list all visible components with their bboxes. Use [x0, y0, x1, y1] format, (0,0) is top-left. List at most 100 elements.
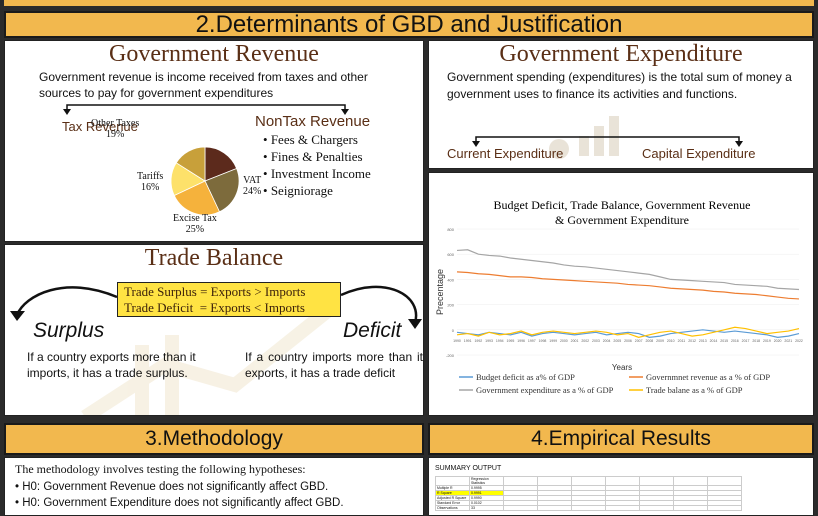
x-tick-label: 2004 — [603, 339, 611, 343]
nontax-item: Seigniorage — [263, 182, 371, 199]
expenditure-description: Government spending (expenditures) is th… — [447, 70, 792, 101]
y-tick-label: -200 — [446, 353, 455, 358]
hypothesis-item: H0: Government Revenue does not signific… — [15, 479, 413, 495]
methodology-panel: The methodology involves testing the fol… — [4, 457, 424, 516]
nontax-revenue-heading: NonTax Revenue — [255, 113, 371, 130]
x-tick-label: 1992 — [474, 339, 482, 343]
x-tick-label: 2003 — [592, 339, 600, 343]
expenditure-connector-lines — [472, 116, 743, 159]
revenue-panel: Government Revenue Government revenue is… — [4, 40, 424, 242]
chart-title: & Government Expenditure — [555, 213, 689, 227]
series-line — [456, 271, 800, 300]
x-tick-label: 1995 — [507, 339, 515, 343]
trade-background — [10, 285, 422, 415]
trade-definition-box: Trade Surplus = Exports > Imports Trade … — [117, 282, 341, 317]
x-tick-label: 2005 — [613, 339, 621, 343]
trade-balance-title: Trade Balance — [144, 245, 284, 271]
x-tick-label: 2021 — [784, 339, 792, 343]
x-tick-label: 1998 — [539, 339, 547, 343]
top-strip-bar — [4, 0, 814, 6]
regression-table-header — [435, 476, 470, 486]
pie-label-tariffs: Tariffs 16% — [137, 171, 164, 193]
y-tick-label: 800 — [447, 227, 454, 232]
pie-label-vat: VAT 24% — [243, 175, 262, 197]
x-tick-label: 2014 — [710, 339, 718, 343]
x-tick-label: 2015 — [720, 339, 728, 343]
deficit-label: Deficit — [343, 319, 402, 342]
methodology-intro: The methodology involves testing the fol… — [15, 462, 306, 476]
x-tick-label: 2020 — [774, 339, 782, 343]
section-4-title: 4.Empirical Results — [531, 427, 711, 450]
x-tick-label: 2019 — [763, 339, 771, 343]
x-tick-label: 2008 — [645, 339, 653, 343]
pie-slice — [173, 180, 221, 216]
x-tick-label: 2006 — [624, 339, 632, 343]
chart-title: Budget Deficit, Trade Balance, Governmen… — [494, 198, 751, 212]
legend-label: Governmnet revenue as a % of GDP — [646, 372, 770, 382]
x-tick-label: 1997 — [528, 339, 536, 343]
x-axis-label: Years — [612, 363, 632, 372]
trade-deficit-definition: Trade Deficit = Exports < Imports — [124, 300, 305, 315]
x-tick-label: 2002 — [581, 339, 589, 343]
x-tick-label: 2011 — [678, 339, 686, 343]
summary-output-title: SUMMARY OUTPUT — [435, 465, 502, 472]
y-tick-label: 600 — [447, 252, 454, 257]
x-tick-label: 1991 — [464, 339, 472, 343]
x-tick-label: 2016 — [731, 339, 739, 343]
expenditure-panel: Government Expenditure Government spendi… — [428, 40, 814, 169]
legend-label: Trade balane as a % of GDP — [646, 385, 743, 395]
regression-table-header: Regression Statistics — [469, 476, 504, 486]
tax-revenue-heading: Tax Revenue — [62, 119, 138, 134]
tax-pie-chart — [170, 146, 240, 216]
revenue-connector-lines — [63, 104, 349, 115]
y-tick-label: 0 — [452, 328, 455, 333]
x-tick-label: 2001 — [571, 339, 579, 343]
hypothesis-item: H0: Government Expenditure does not sign… — [15, 495, 413, 511]
revenue-title: Government Revenue — [109, 41, 319, 67]
section-3-header: 3.Methodology — [4, 423, 424, 455]
x-tick-label: 2017 — [742, 339, 750, 343]
nontax-item: Fines & Penalties — [263, 148, 371, 165]
surplus-explanation: If a country exports more than it import… — [27, 350, 196, 380]
pie-slice — [204, 146, 238, 182]
chart-panel: Budget Deficit, Trade Balance, Governmen… — [428, 172, 814, 416]
table-cell: Observations — [435, 505, 470, 511]
x-tick-label: 2022 — [795, 339, 803, 343]
legend-label: Government expenditure as a % of GDP — [476, 385, 614, 395]
nontax-item: Investment Income — [263, 165, 371, 182]
line-chart: Budget Deficit, Trade Balance, Governmen… — [435, 198, 803, 395]
y-axis-label: Precentage — [435, 269, 445, 315]
section-4-header: 4.Empirical Results — [428, 423, 814, 455]
x-tick-label: 1993 — [485, 339, 493, 343]
series-line — [456, 329, 800, 338]
nontax-list: Fees & Chargers Fines & Penalties Invest… — [263, 131, 371, 199]
revenue-description: Government revenue is income received fr… — [39, 70, 368, 100]
surplus-label: Surplus — [33, 319, 105, 342]
x-tick-label: 2012 — [688, 339, 696, 343]
pie-label-other-taxes: Other Taxes 19% — [91, 118, 140, 140]
y-tick-label: 400 — [447, 277, 454, 282]
x-tick-label: 2007 — [635, 339, 643, 343]
trade-balance-panel: Trade Balance Trade Surplus = Exports > … — [4, 244, 424, 416]
x-tick-label: 1996 — [517, 339, 525, 343]
series-line — [456, 249, 800, 291]
top-strip — [0, 0, 818, 10]
y-tick-label: 200 — [447, 303, 454, 308]
series-line — [456, 326, 800, 338]
deficit-explanation: If a country imports more than it export… — [245, 350, 423, 380]
trade-surplus-definition: Trade Surplus = Exports > Imports — [124, 284, 306, 299]
x-tick-label: 2010 — [667, 339, 675, 343]
capital-expenditure-label: Capital Expenditure — [642, 146, 756, 161]
section-3-title: 3.Methodology — [145, 427, 283, 450]
pie-label-excise-tax: Excise Tax 25% — [173, 213, 217, 235]
x-tick-label: 2009 — [656, 339, 664, 343]
x-tick-label: 2000 — [560, 339, 568, 343]
current-expenditure-label: Current Expenditure — [447, 146, 564, 161]
x-tick-label: 2018 — [752, 339, 760, 343]
section-2-title: 2.Determinants of GBD and Justification — [195, 11, 623, 38]
x-tick-label: 1994 — [496, 339, 504, 343]
hypothesis-list: H0: Government Revenue does not signific… — [15, 479, 413, 511]
x-tick-label: 1999 — [549, 339, 557, 343]
pie-slice — [175, 146, 206, 182]
legend-label: Budget deficit as a% of GDP — [476, 372, 575, 382]
